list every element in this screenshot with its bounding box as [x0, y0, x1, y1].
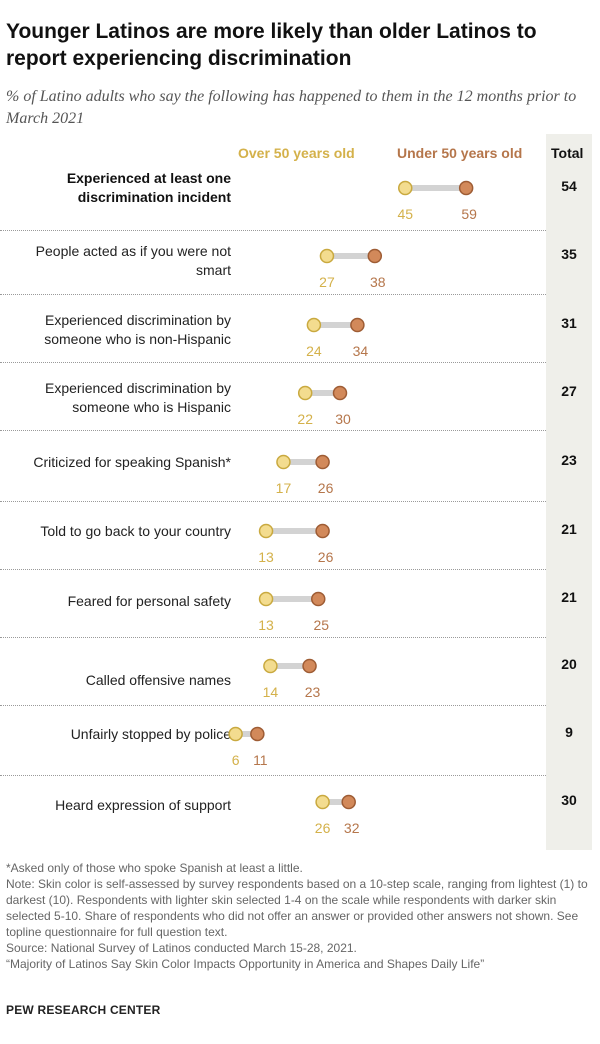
row-separator — [0, 501, 546, 502]
value-label-under-50: 34 — [353, 343, 369, 359]
dot-under-50 — [367, 248, 383, 264]
row-separator — [0, 775, 546, 776]
chart-notes: *Asked only of those who spoke Spanish a… — [6, 860, 596, 972]
dot-over-50 — [258, 523, 274, 539]
dot-over-50 — [319, 248, 335, 264]
dot-under-50 — [250, 726, 265, 742]
total-value: 20 — [561, 656, 577, 672]
value-label-over-50: 6 — [232, 752, 240, 768]
report-title: “Majority of Latinos Say Skin Color Impa… — [6, 957, 485, 971]
dot-over-50 — [258, 591, 274, 607]
dot-over-50 — [315, 794, 330, 810]
total-value: 27 — [561, 383, 577, 399]
total-value: 30 — [561, 792, 577, 808]
value-label-over-50: 17 — [276, 480, 292, 496]
legend-under-50: Under 50 years old — [397, 145, 523, 161]
row-label: Called offensive names — [85, 672, 231, 688]
dot-over-50 — [297, 385, 313, 401]
note-text: Note: Skin color is self-assessed by sur… — [6, 877, 588, 939]
chart-subtitle: % of Latino adults who say the following… — [6, 88, 577, 127]
value-label-under-50: 32 — [344, 820, 360, 836]
legend-total: Total — [551, 145, 584, 161]
dot-under-50 — [302, 658, 317, 674]
row-separator — [0, 569, 546, 570]
value-label-under-50: 59 — [461, 206, 477, 222]
dot-plot: 45 59 27 38 24 34 22 30 17 26 13 26 13 25 14 23 6 11 26 32 — [228, 180, 477, 836]
row-label: Experienced discrimination by someone wh… — [44, 312, 231, 347]
row-label: Criticized for speaking Spanish* — [33, 454, 231, 470]
total-value: 31 — [561, 315, 577, 331]
dot-under-50 — [458, 180, 474, 196]
row-label: Told to go back to your country — [40, 523, 231, 539]
dot-under-50 — [332, 385, 348, 401]
legend-over-50: Over 50 years old — [238, 145, 355, 161]
value-label-over-50: 22 — [297, 411, 313, 427]
row-label: Experienced at least one discrimination … — [66, 170, 231, 205]
value-label-under-50: 25 — [313, 617, 329, 633]
row-separator — [0, 230, 546, 231]
footer-brand: PEW RESEARCH CENTER — [6, 1003, 161, 1017]
row-separator — [0, 637, 546, 638]
row-separator — [0, 362, 546, 363]
dot-over-50 — [276, 454, 291, 470]
value-label-over-50: 13 — [258, 549, 274, 565]
dot-under-50 — [311, 591, 326, 607]
value-label-over-50: 14 — [263, 684, 279, 700]
footnote-asterisk: *Asked only of those who spoke Spanish a… — [6, 861, 303, 875]
row-label: Unfairly stopped by police — [70, 726, 231, 742]
total-value: 21 — [561, 589, 577, 605]
dot-under-50 — [315, 454, 330, 470]
value-label-over-50: 13 — [258, 617, 274, 633]
dot-over-50 — [398, 180, 413, 196]
row-label: Feared for personal safety — [67, 593, 231, 609]
dot-under-50 — [315, 523, 330, 539]
value-label-under-50: 26 — [318, 549, 334, 565]
chart-title: Younger Latinos are more likely than old… — [6, 20, 537, 70]
row-label: Heard expression of support — [55, 797, 231, 813]
total-value: 23 — [561, 452, 577, 468]
row-separator — [0, 294, 546, 295]
value-label-over-50: 45 — [397, 206, 413, 222]
row-separator — [0, 430, 546, 431]
value-label-under-50: 23 — [305, 684, 321, 700]
dot-under-50 — [341, 794, 356, 810]
total-value: 21 — [561, 521, 577, 537]
total-value: 9 — [565, 724, 573, 740]
total-value: 35 — [561, 246, 577, 262]
dot-under-50 — [350, 317, 365, 333]
row-label: People acted as if you were not smart — [35, 243, 231, 278]
source-text: Source: National Survey of Latinos condu… — [6, 941, 357, 955]
value-label-under-50: 30 — [335, 411, 351, 427]
value-label-under-50: 11 — [253, 752, 268, 768]
dot-over-50 — [228, 726, 243, 742]
row-label: Experienced discrimination by someone wh… — [45, 380, 231, 415]
row-separator — [0, 705, 546, 706]
value-label-over-50: 26 — [315, 820, 331, 836]
total-column-band — [546, 134, 592, 850]
value-label-over-50: 24 — [306, 343, 322, 359]
value-label-over-50: 27 — [319, 274, 335, 290]
total-value: 54 — [561, 178, 577, 194]
dot-over-50 — [306, 317, 322, 333]
value-label-under-50: 38 — [370, 274, 386, 290]
dot-over-50 — [263, 658, 278, 674]
value-label-under-50: 26 — [318, 480, 334, 496]
